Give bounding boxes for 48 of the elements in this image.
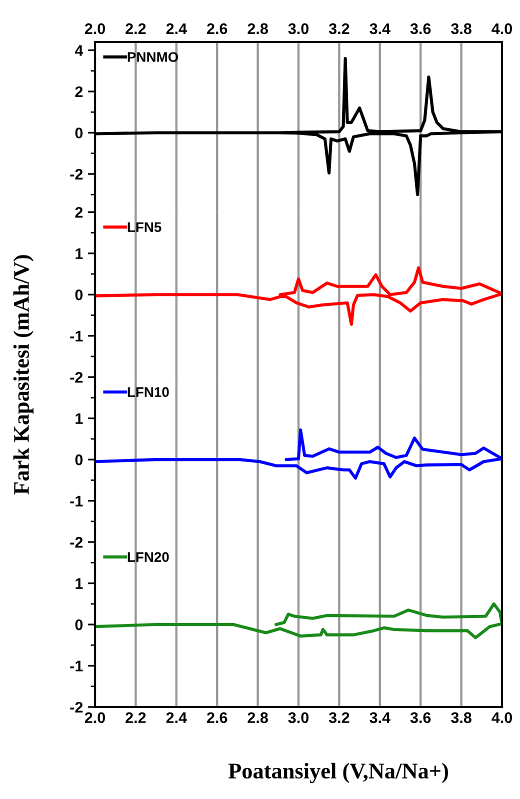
y-tick-label: -1 (70, 496, 83, 506)
x-tick-label: 3.2 (328, 712, 350, 724)
y-tick-label: 1 (76, 248, 83, 259)
x2-tick-label: 2.2 (126, 23, 146, 34)
y-tick-label: 1 (76, 578, 83, 589)
line-series (95, 266, 502, 326)
x2-tick-label: 3.0 (288, 23, 308, 34)
x2-tick-label: 3.6 (410, 23, 431, 34)
x-tick-label: 2.0 (84, 712, 105, 724)
legend-label: PNNMO (128, 52, 178, 62)
x2-tick-label: 2.0 (84, 23, 105, 34)
x-tick-label: 4.0 (492, 712, 512, 724)
x2-tick-label: 2.4 (166, 23, 187, 34)
line-series (95, 428, 502, 480)
x-tick-label: 2.6 (207, 712, 228, 724)
legend-label: LFN20 (128, 552, 169, 562)
x-tick-label: 3.4 (370, 712, 390, 724)
x-tick-label: 3.8 (451, 712, 472, 724)
y-tick-label: 0 (75, 289, 83, 300)
x-tick-label: 3.6 (410, 712, 431, 724)
x2-tick-label: 4.0 (492, 23, 512, 34)
y-axis-title: Fark Kapasitesi (mAh/V) (13, 255, 34, 494)
x-tick-label: 2.8 (248, 712, 268, 724)
x-axis-title: Poatansiyel (V,Na/Na+) (228, 762, 448, 784)
y-tick-label: -1 (70, 330, 83, 342)
x2-tick-label: 3.8 (451, 23, 472, 34)
x2-tick-label: 2.8 (248, 23, 268, 34)
y-tick-label: 2 (75, 206, 83, 218)
x2-tick-label: 2.6 (207, 23, 228, 34)
y-tick-label: 0 (75, 619, 83, 630)
y-tick-label: 2 (75, 86, 83, 98)
y-tick-label: -2 (70, 372, 83, 383)
y-tick-label: -1 (70, 660, 83, 672)
y-tick-label: -2 (70, 168, 83, 180)
y-tick-label: -2 (70, 536, 83, 548)
y-tick-label: 0 (75, 128, 83, 138)
y-tick-label: -2 (70, 702, 83, 713)
legend-label: LFN5 (128, 222, 162, 232)
y-tick-label: 1 (76, 413, 83, 424)
x-tick-label: 2.2 (126, 712, 146, 723)
y-tick-label: 0 (75, 454, 83, 466)
y-tick-label: 4 (74, 45, 84, 56)
x2-tick-label: 3.2 (328, 23, 350, 34)
line-series (95, 602, 502, 640)
legend-label: LFN10 (128, 387, 169, 397)
x-tick-label: 2.4 (166, 712, 187, 723)
x2-tick-label: 3.4 (370, 23, 390, 34)
x-tick-label: 3.0 (288, 712, 308, 724)
